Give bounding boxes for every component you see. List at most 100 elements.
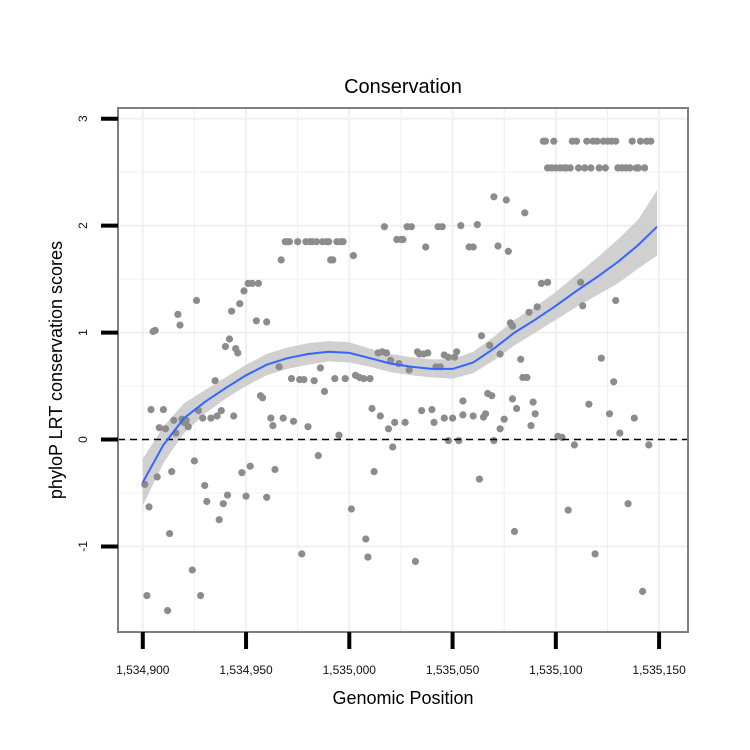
data-point (145, 503, 153, 511)
smooth-line-layer (141, 225, 658, 483)
data-point (287, 375, 296, 383)
data-point (329, 256, 337, 264)
data-point (310, 377, 318, 385)
data-point (525, 308, 533, 316)
data-point (399, 235, 407, 244)
data-point (164, 607, 172, 615)
data-point (341, 375, 349, 383)
data-point (159, 406, 167, 414)
data-point (610, 378, 618, 386)
data-point (488, 392, 496, 400)
data-point (469, 243, 477, 251)
data-point (376, 412, 384, 420)
data-point (347, 505, 355, 513)
data-point (349, 252, 357, 260)
data-point (141, 480, 149, 488)
data-point (572, 137, 581, 145)
data-point (184, 423, 192, 431)
data-point (430, 418, 438, 426)
data-point (438, 223, 446, 231)
x-tick-label: 1,534,950 (219, 663, 273, 677)
data-point (252, 317, 260, 325)
data-point (285, 238, 293, 246)
data-point (384, 425, 393, 433)
data-point (577, 278, 585, 286)
data-point (451, 353, 459, 361)
data-point (223, 491, 232, 499)
data-point (277, 256, 285, 264)
data-point (219, 500, 227, 508)
data-point (645, 441, 653, 449)
data-point (411, 557, 419, 566)
data-point (362, 535, 370, 543)
data-point (151, 326, 159, 334)
data-point (331, 375, 339, 383)
data-point (300, 376, 308, 384)
data-point (587, 164, 595, 172)
data-point (143, 592, 151, 600)
data-point (591, 550, 599, 558)
data-point (595, 164, 603, 172)
data-point (494, 242, 502, 250)
data-point (314, 452, 322, 460)
data-point (533, 303, 541, 311)
data-point (407, 223, 415, 231)
data-point (197, 592, 205, 600)
data-point (583, 137, 591, 145)
data-point (521, 209, 529, 217)
x-tick-label: 1,535,150 (632, 663, 686, 677)
data-point (271, 465, 279, 474)
data-point (579, 302, 587, 310)
data-point (504, 247, 512, 255)
data-point (475, 475, 483, 483)
data-point (221, 342, 229, 351)
data-point (490, 193, 498, 201)
data-point (616, 429, 624, 437)
data-point (626, 164, 634, 172)
data-point (537, 279, 546, 287)
y-axis-title: phyloP LRT conservation scores (46, 241, 66, 499)
chart-title: Conservation (344, 76, 462, 98)
data-point (440, 414, 448, 422)
data-point (259, 394, 267, 402)
data-point (601, 164, 610, 172)
data-point (482, 410, 490, 418)
data-point (360, 375, 368, 383)
y-tick-label: 3 (76, 115, 90, 122)
x-axis: 1,534,900 1,534,950 1,535,000 1,535,050 1,53… (116, 632, 686, 677)
data-point (527, 422, 535, 430)
data-point (564, 506, 572, 514)
data-point (428, 406, 436, 414)
data-point (190, 457, 198, 465)
data-point (199, 414, 207, 422)
data-point (382, 349, 391, 357)
data-point (444, 353, 452, 361)
x-tick-label: 1,535,100 (529, 663, 583, 677)
data-point (469, 412, 477, 420)
data-point (473, 221, 481, 229)
data-point (254, 279, 262, 287)
data-point (574, 164, 583, 172)
data-point (477, 332, 486, 340)
data-point (418, 407, 426, 415)
data-point (490, 437, 498, 445)
data-point (368, 404, 376, 413)
data-point (275, 363, 283, 371)
data-point (236, 300, 244, 308)
data-point (449, 414, 457, 422)
data-point (320, 387, 329, 395)
data-point (230, 412, 238, 420)
x-tick-label: 1,535,000 (323, 663, 377, 677)
data-point (510, 527, 519, 536)
x-axis-title: Genomic Position (332, 688, 473, 708)
data-point (246, 462, 254, 470)
data-point (279, 414, 287, 422)
data-point (585, 400, 593, 408)
data-point (636, 137, 645, 145)
data-point (267, 414, 275, 422)
data-point (612, 137, 620, 145)
data-point (605, 410, 614, 418)
data-point (166, 530, 174, 538)
y-tick-label: 1 (76, 329, 90, 336)
data-point (240, 287, 248, 295)
